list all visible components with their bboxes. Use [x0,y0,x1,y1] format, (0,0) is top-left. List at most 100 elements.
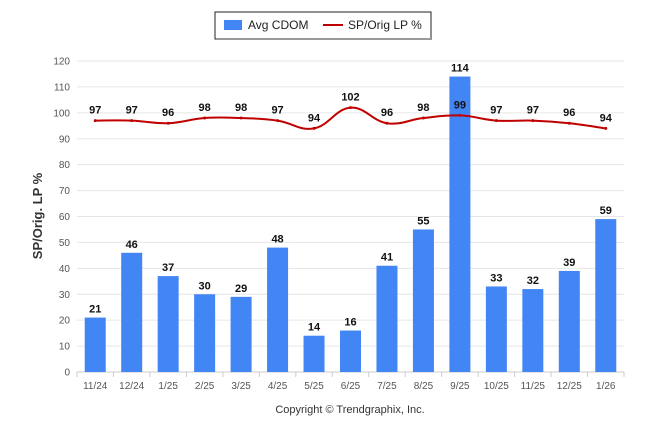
bar-data-label: 29 [235,283,247,295]
bar-data-label: 16 [344,317,356,329]
y-tick-label: 90 [59,134,71,145]
line-point [276,119,280,123]
line-point [312,126,316,130]
bar-data-label: 55 [417,215,429,227]
legend-bar-swatch [224,20,242,30]
bar-data-label: 46 [126,239,138,251]
x-tick-label: 12/25 [557,381,582,392]
bar [84,317,106,372]
legend-bar-label: Avg CDOM [248,18,308,32]
line-data-label: 94 [308,112,321,124]
line-data-label: 98 [417,102,429,114]
line-data-label: 97 [271,105,283,117]
y-tick-label: 10 [59,342,71,353]
data-labels: 21 46 37 30 29 48 14 16 41 55 114 33 32 39 59 97 97 96 98 9… [89,63,613,334]
bar-data-label: 21 [89,304,101,316]
line-point [203,116,207,120]
y-axis: 0 10 20 30 40 50 60 70 80 90 100 110 120 [53,57,70,379]
y-tick-label: 40 [59,264,71,275]
y-tick-label: 0 [64,368,70,379]
y-axis-title: SP/Orig. LP % [30,172,45,259]
line-data-label: 97 [89,105,101,117]
x-tick-label: 7/25 [377,381,397,392]
line-point [421,116,425,120]
line-point [166,121,170,125]
bar-data-label: 30 [199,280,211,292]
x-tick-label: 3/25 [231,381,251,392]
copyright-credit: Copyright © Trendgraphix, Inc. [275,404,424,416]
bar [558,270,580,372]
line-point [458,113,462,117]
legend: Avg CDOM SP/Orig LP % [214,11,432,40]
line-point [567,121,571,125]
line-data-label: 96 [162,107,174,119]
bar-data-label: 41 [381,252,393,264]
line-point [239,116,243,120]
line-point [93,119,97,123]
y-tick-label: 60 [59,212,71,223]
bar [157,276,179,372]
line-data-label: 102 [341,92,359,104]
y-tick-label: 120 [53,57,70,68]
line-point [385,121,389,125]
bar [412,229,434,372]
x-tick-label: 4/25 [268,381,288,392]
x-tick-label: 10/25 [484,381,509,392]
bar [121,252,143,372]
line-data-label: 98 [235,102,247,114]
bar-data-label: 32 [527,275,539,287]
line-data-label: 97 [126,105,138,117]
line-data-label: 99 [454,99,466,111]
x-tick-label: 11/24 [83,381,108,392]
line-series [93,106,608,130]
line-data-label: 97 [527,105,539,117]
y-tick-label: 30 [59,290,71,301]
line-data-label: 98 [199,102,211,114]
line-point [130,119,134,123]
bar [376,265,398,372]
bar-data-label: 59 [600,205,612,217]
x-tick-label: 6/25 [341,381,361,392]
line-point [531,119,535,123]
bar [449,76,471,373]
bar [267,247,289,372]
y-tick-label: 70 [59,186,71,197]
bar-series [84,76,617,373]
x-tick-label: 2/25 [195,381,215,392]
line-data-label: 97 [490,105,502,117]
x-tick-label: 11/25 [521,381,546,392]
bar-data-label: 114 [451,63,470,75]
line-data-label: 96 [563,107,575,119]
bar-data-label: 37 [162,262,174,274]
bar [303,335,325,372]
bar [340,330,361,372]
x-tick-label: 1/25 [158,381,178,392]
bar [194,294,216,372]
x-tick-label: 8/25 [414,381,434,392]
bar [485,286,507,372]
y-tick-label: 50 [59,238,71,249]
line-data-label: 96 [381,107,393,119]
legend-line-label: SP/Orig LP % [348,18,422,32]
bar-data-label: 33 [490,272,502,284]
y-tick-label: 100 [53,108,70,119]
bar-data-label: 48 [271,234,283,246]
y-tick-label: 80 [59,160,71,171]
y-tick-label: 110 [54,82,70,93]
x-tick-label: 5/25 [304,381,324,392]
line-data-label: 94 [600,112,613,124]
line-point [604,126,608,130]
bar-data-label: 14 [308,322,321,334]
line-point [349,106,352,110]
x-tick-label: 9/25 [450,381,470,392]
line-point [494,119,498,123]
x-tick-label: 1/26 [596,381,616,392]
bar [230,296,252,372]
bar-data-label: 39 [563,257,575,269]
x-axis: 11/24 12/24 1/25 2/25 3/25 4/25 5/25 6/25 7/25 8/… [76,371,625,392]
bar [522,289,544,372]
x-tick-label: 12/24 [119,381,144,392]
legend-shadow [216,38,432,40]
bar [595,219,617,372]
